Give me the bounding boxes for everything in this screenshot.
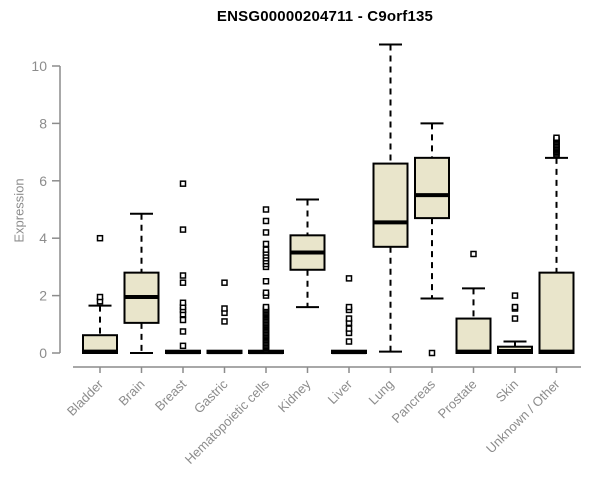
x-category-label: Gastric: [191, 376, 231, 416]
x-category-label: Pancreas: [389, 376, 439, 426]
x-category-label: Bladder: [64, 376, 107, 419]
outlier-point: [179, 328, 187, 335]
boxplot-bladder: [82, 234, 118, 354]
outlier-point: [345, 325, 353, 332]
x-category-label: Brain: [116, 377, 148, 409]
box: [538, 271, 575, 355]
x-category-label: Kidney: [275, 376, 314, 415]
outlier-point: [221, 318, 228, 325]
x-category-label: Lung: [366, 377, 397, 408]
x-category-label: Breast: [152, 376, 189, 413]
outlier-point: [345, 275, 353, 282]
outlier-point: [262, 303, 270, 311]
outlier-point: [262, 206, 270, 213]
y-tick-label: 10: [31, 58, 47, 74]
outlier-point: [96, 234, 104, 242]
y-tick-label: 8: [39, 115, 47, 131]
x-category-label: Skin: [493, 377, 521, 405]
outlier-point: [262, 240, 270, 248]
boxplot-liver: [331, 275, 367, 355]
boxplot-unknown-other: [538, 134, 575, 355]
outlier-point: [470, 250, 477, 258]
y-tick-label: 0: [39, 345, 47, 361]
chart-title: ENSG00000204711 - C9orf135: [216, 8, 434, 25]
x-category-label: Prostate: [435, 377, 480, 422]
outlier-point: [96, 293, 104, 301]
outlier-point: [179, 272, 187, 279]
outlier-point: [511, 315, 519, 322]
boxplot-kidney: [289, 198, 326, 309]
boxplot-brain: [123, 212, 160, 354]
y-tick-label: 6: [39, 173, 47, 189]
x-category-label: Liver: [325, 376, 356, 407]
outlier-point: [345, 303, 353, 311]
outlier-point: [179, 316, 187, 324]
box: [372, 162, 409, 248]
outlier-point: [221, 305, 228, 312]
box: [455, 317, 492, 354]
outlier-point: [345, 338, 353, 345]
box: [414, 156, 450, 220]
outlier-point: [511, 292, 519, 299]
boxplot-lung: [372, 43, 409, 353]
outlier-point: [511, 303, 519, 311]
outlier-point: [262, 289, 270, 296]
boxplot-hematopoietic-cells: [248, 206, 284, 355]
outlier-point: [179, 342, 187, 350]
y-tick-label: 4: [39, 230, 47, 246]
x-category-label: Unknown / Other: [483, 376, 563, 456]
outlier-point: [179, 299, 187, 307]
outlier-point: [221, 279, 228, 286]
boxplot-prostate: [455, 250, 492, 354]
outlier-point: [262, 217, 270, 225]
outlier-point: [553, 134, 560, 141]
boxplot-breast: [165, 180, 201, 355]
boxplot-gastric: [206, 279, 243, 355]
outlier-point: [262, 229, 270, 236]
outlier-point: [262, 246, 270, 253]
outlier-point: [179, 279, 187, 286]
boxplot-skin: [497, 292, 533, 355]
outlier-point: [345, 315, 353, 322]
outlier-point: [428, 349, 436, 357]
boxplot-pancreas: [414, 122, 450, 357]
outlier-point: [262, 278, 270, 285]
y-tick-label: 2: [39, 288, 47, 304]
outlier-point: [179, 226, 187, 233]
outlier-point: [179, 180, 187, 187]
